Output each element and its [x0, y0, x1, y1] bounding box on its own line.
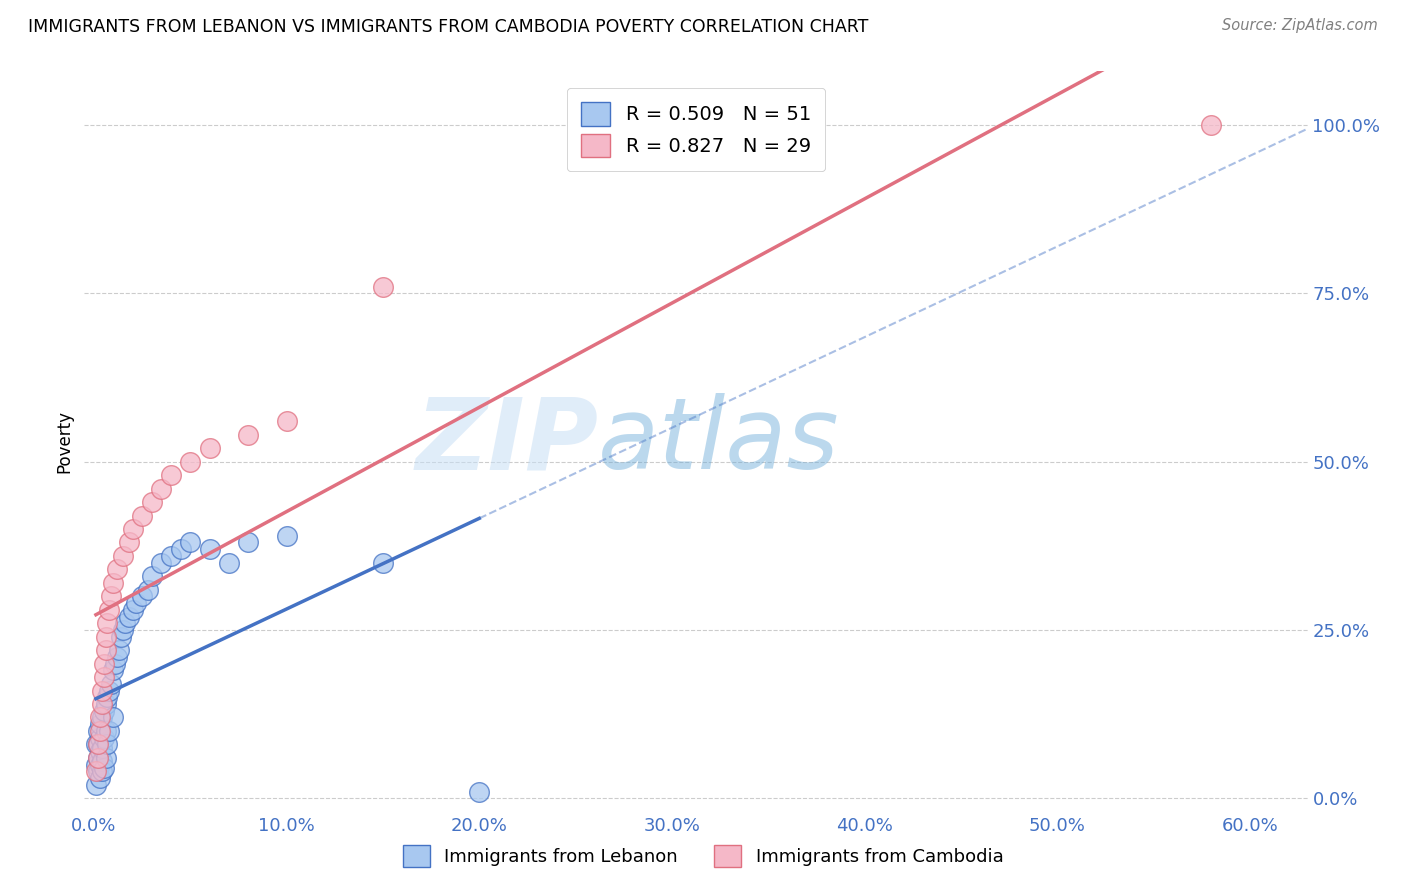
Point — [276, 529, 298, 543]
Point — [160, 468, 183, 483]
Point — [103, 664, 125, 678]
Point — [87, 751, 110, 765]
Point — [100, 677, 122, 691]
Point — [236, 535, 259, 549]
Point — [89, 731, 111, 745]
Point — [198, 442, 221, 456]
Point — [371, 556, 394, 570]
Point — [236, 427, 259, 442]
Point — [121, 522, 143, 536]
Text: Source: ZipAtlas.com: Source: ZipAtlas.com — [1222, 18, 1378, 33]
Point — [84, 757, 107, 772]
Point — [84, 764, 107, 779]
Point — [87, 764, 110, 779]
Legend: R = 0.509   N = 51, R = 0.827   N = 29: R = 0.509 N = 51, R = 0.827 N = 29 — [568, 88, 824, 171]
Point — [93, 657, 115, 671]
Point — [93, 670, 115, 684]
Point — [371, 279, 394, 293]
Point — [89, 771, 111, 785]
Point — [114, 616, 136, 631]
Point — [98, 723, 121, 738]
Point — [103, 710, 125, 724]
Point — [276, 414, 298, 428]
Point — [89, 744, 111, 758]
Point — [90, 754, 112, 768]
Point — [90, 710, 112, 724]
Text: IMMIGRANTS FROM LEBANON VS IMMIGRANTS FROM CAMBODIA POVERTY CORRELATION CHART: IMMIGRANTS FROM LEBANON VS IMMIGRANTS FR… — [28, 18, 869, 36]
Point — [90, 764, 112, 779]
Legend: Immigrants from Lebanon, Immigrants from Cambodia: Immigrants from Lebanon, Immigrants from… — [395, 838, 1011, 874]
Point — [125, 596, 148, 610]
Point — [87, 723, 110, 738]
Point — [90, 683, 112, 698]
Point — [87, 738, 110, 752]
Point — [87, 751, 110, 765]
Point — [96, 616, 118, 631]
Point — [89, 717, 111, 731]
Point — [105, 562, 128, 576]
Y-axis label: Poverty: Poverty — [55, 410, 73, 473]
Point — [170, 542, 193, 557]
Point — [87, 738, 110, 752]
Point — [1199, 118, 1222, 132]
Text: atlas: atlas — [598, 393, 839, 490]
Point — [131, 508, 153, 523]
Point — [179, 455, 201, 469]
Point — [218, 556, 240, 570]
Point — [94, 751, 117, 765]
Point — [136, 582, 159, 597]
Point — [89, 757, 111, 772]
Point — [93, 761, 115, 775]
Point — [100, 590, 122, 604]
Point — [94, 630, 117, 644]
Point — [121, 603, 143, 617]
Point — [90, 697, 112, 711]
Point — [141, 495, 163, 509]
Point — [108, 643, 131, 657]
Point — [150, 482, 173, 496]
Point — [111, 549, 134, 563]
Point — [103, 575, 125, 590]
Point — [131, 590, 153, 604]
Point — [93, 731, 115, 745]
Point — [110, 630, 132, 644]
Point — [118, 609, 141, 624]
Point — [94, 723, 117, 738]
Point — [90, 740, 112, 755]
Point — [96, 738, 118, 752]
Point — [160, 549, 183, 563]
Point — [150, 556, 173, 570]
Point — [84, 738, 107, 752]
Point — [89, 710, 111, 724]
Point — [179, 535, 201, 549]
Point — [118, 535, 141, 549]
Point — [111, 623, 134, 637]
Point — [93, 704, 115, 718]
Point — [468, 784, 491, 798]
Point — [89, 723, 111, 738]
Point — [96, 690, 118, 705]
Point — [105, 649, 128, 664]
Point — [98, 603, 121, 617]
Point — [98, 683, 121, 698]
Point — [198, 542, 221, 557]
Point — [94, 697, 117, 711]
Point — [84, 778, 107, 792]
Point — [94, 643, 117, 657]
Text: ZIP: ZIP — [415, 393, 598, 490]
Point — [141, 569, 163, 583]
Point — [104, 657, 127, 671]
